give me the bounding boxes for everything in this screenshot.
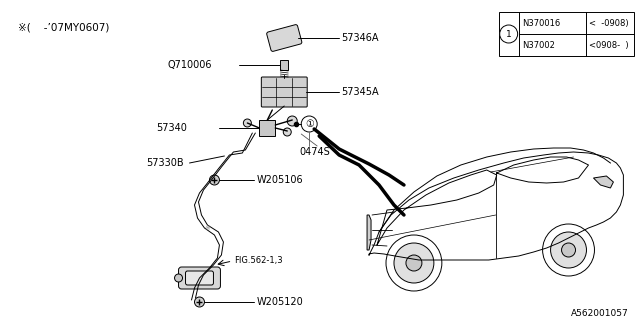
Text: <0908-  ): <0908- ) bbox=[589, 41, 629, 50]
Circle shape bbox=[287, 116, 297, 126]
Text: 57346A: 57346A bbox=[341, 33, 379, 43]
Circle shape bbox=[386, 235, 442, 291]
Text: 57330B: 57330B bbox=[147, 158, 184, 168]
Text: Q710006: Q710006 bbox=[168, 60, 212, 70]
Text: W205120: W205120 bbox=[257, 297, 303, 307]
Polygon shape bbox=[367, 215, 371, 250]
Bar bbox=[259, 120, 275, 136]
Text: 57340: 57340 bbox=[157, 123, 188, 133]
Text: ※: ※ bbox=[204, 225, 211, 231]
Circle shape bbox=[561, 243, 575, 257]
FancyBboxPatch shape bbox=[280, 60, 288, 70]
Text: ①: ① bbox=[305, 119, 314, 129]
Circle shape bbox=[550, 232, 586, 268]
FancyBboxPatch shape bbox=[267, 25, 302, 52]
Circle shape bbox=[406, 255, 422, 271]
Circle shape bbox=[500, 25, 518, 43]
Circle shape bbox=[394, 243, 434, 283]
Text: N37002: N37002 bbox=[522, 41, 554, 50]
Circle shape bbox=[243, 119, 252, 127]
Bar bbox=[499, 12, 634, 56]
Circle shape bbox=[284, 128, 291, 136]
Text: 1: 1 bbox=[506, 29, 511, 38]
Circle shape bbox=[175, 274, 182, 282]
Text: W205106: W205106 bbox=[257, 175, 303, 185]
Polygon shape bbox=[593, 176, 613, 188]
Text: N370016: N370016 bbox=[522, 19, 560, 28]
Circle shape bbox=[195, 297, 204, 307]
Text: 57345A: 57345A bbox=[341, 87, 379, 97]
Circle shape bbox=[543, 224, 595, 276]
Text: ※(    -’07MY0607): ※( -’07MY0607) bbox=[18, 22, 109, 32]
Text: A562001057: A562001057 bbox=[571, 309, 628, 318]
FancyBboxPatch shape bbox=[261, 77, 307, 107]
FancyBboxPatch shape bbox=[186, 271, 214, 285]
Text: FIG.562-1,3: FIG.562-1,3 bbox=[234, 257, 283, 266]
FancyBboxPatch shape bbox=[179, 267, 220, 289]
Circle shape bbox=[209, 175, 220, 185]
Circle shape bbox=[301, 116, 317, 132]
Text: 0474S: 0474S bbox=[300, 147, 330, 157]
Text: <  -0908): < -0908) bbox=[589, 19, 629, 28]
